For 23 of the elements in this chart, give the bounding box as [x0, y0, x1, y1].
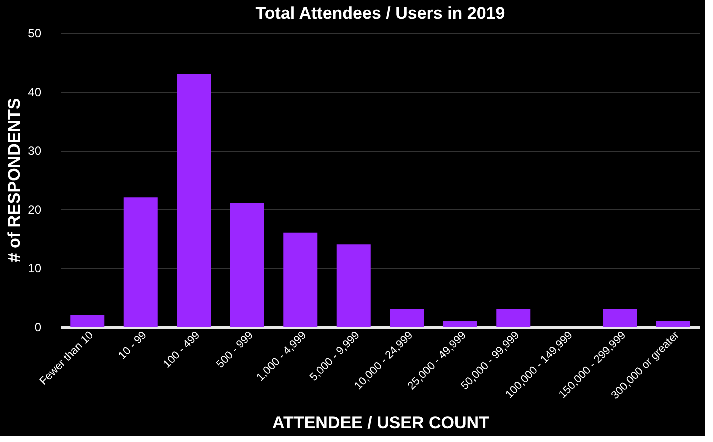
bar	[390, 309, 424, 327]
y-tick-label: 20	[28, 202, 42, 217]
y-tick-label: 30	[28, 144, 42, 158]
bar	[656, 321, 690, 327]
bar	[230, 204, 264, 327]
x-tick-label: 10 - 99	[116, 330, 150, 362]
y-tick-label: 40	[28, 85, 42, 100]
bar	[603, 309, 638, 327]
y-tick-label: 10	[28, 262, 42, 276]
x-axis-title: ATTENDEE / USER COUNT	[272, 413, 490, 432]
x-tick-label: 100 - 499	[161, 330, 203, 371]
bar	[496, 309, 531, 327]
bar	[70, 315, 105, 327]
bar	[443, 321, 478, 327]
bar	[124, 198, 158, 327]
y-tick-label: 50	[28, 26, 42, 40]
chart-title: Total Attendees / Users in 2019	[256, 4, 506, 23]
y-axis-title: # of RESPONDENTS	[5, 98, 24, 263]
bar	[177, 74, 212, 327]
bar	[284, 232, 318, 327]
x-tick-label: 500 - 999	[214, 330, 256, 371]
y-tick-label: 0	[34, 320, 42, 334]
bar	[336, 244, 371, 327]
